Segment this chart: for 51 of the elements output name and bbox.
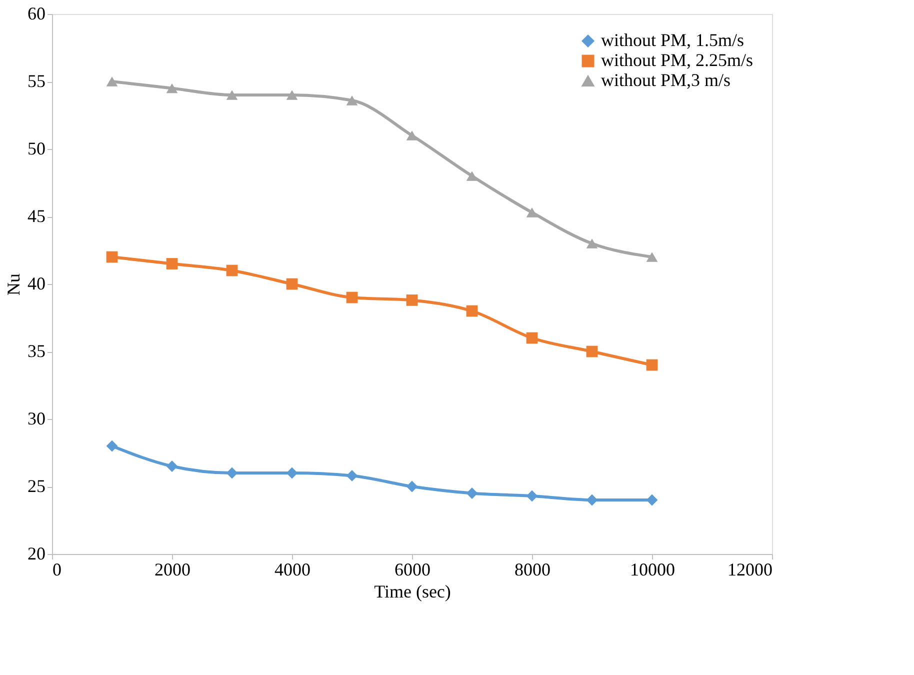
legend-label: without PM,3 m/s	[601, 70, 731, 90]
point	[226, 467, 238, 479]
y-tick-label: 40	[28, 274, 46, 294]
x-tick-label: 4000	[274, 560, 310, 580]
point	[106, 251, 118, 263]
point	[226, 90, 238, 100]
point	[406, 294, 418, 306]
x-tick-label: 0	[52, 560, 62, 580]
y-tick-label: 30	[28, 408, 46, 428]
x-tick-label: 6000	[394, 560, 430, 580]
point	[586, 238, 598, 248]
point	[286, 467, 298, 479]
point	[166, 460, 178, 472]
point	[166, 258, 178, 270]
point	[346, 292, 358, 304]
point	[526, 332, 538, 344]
point	[466, 305, 478, 317]
point	[646, 359, 658, 371]
point	[526, 490, 538, 502]
y-tick-label: 55	[28, 71, 46, 91]
y-axis-title: Nu	[4, 274, 24, 296]
point	[346, 95, 358, 106]
point	[106, 76, 118, 86]
point	[586, 346, 598, 358]
point	[406, 130, 418, 140]
point	[286, 278, 298, 290]
point	[346, 470, 358, 482]
point	[166, 83, 178, 94]
x-tick-label: 8000	[514, 560, 550, 580]
x-tick-label: 10000	[630, 560, 675, 580]
y-tick-label: 50	[28, 138, 46, 158]
point	[466, 171, 478, 181]
legend-label: without PM, 1.5m/s	[601, 30, 744, 50]
x-tick-label: 12000	[728, 560, 772, 580]
point	[586, 494, 598, 506]
point	[646, 494, 658, 506]
y-tick-label: 20	[28, 544, 46, 564]
point	[286, 90, 298, 100]
point	[226, 264, 238, 276]
legend-label: without PM, 2.25m/s	[601, 50, 754, 70]
point	[406, 480, 418, 492]
y-tick-label: 35	[28, 341, 46, 361]
point	[646, 252, 658, 262]
point	[466, 488, 478, 499]
x-axis-title: Time (sec)	[374, 582, 451, 602]
x-tick-label: 2000	[154, 560, 190, 580]
point	[106, 440, 118, 452]
y-tick-label: 45	[28, 206, 46, 226]
point	[526, 208, 538, 218]
y-tick-label: 60	[28, 4, 46, 24]
y-tick-label: 25	[28, 476, 46, 496]
